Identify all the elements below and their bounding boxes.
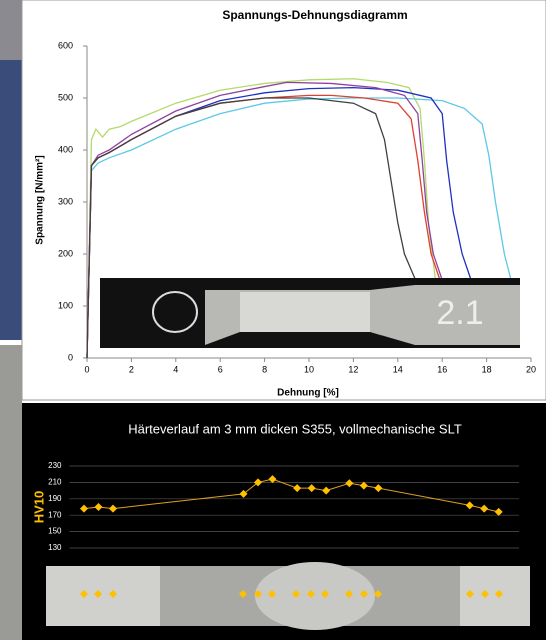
x-tick-label: 0 <box>84 364 89 374</box>
y-tick-label: 200 <box>58 248 73 258</box>
chart-title: Spannungs-Dehnungsdiagramm <box>222 8 407 22</box>
y-tick-label: 230 <box>48 461 62 470</box>
x-tick-label: 6 <box>218 364 223 374</box>
y-axis-label: HV10 <box>31 491 46 524</box>
y-axis-label: Spannung [N/mm²] <box>35 155 46 244</box>
specimen-photo: 2.1 <box>100 278 520 348</box>
page: Spannungs-Dehnungsdiagramm Spannung [N/mm… <box>0 0 546 640</box>
y-tick-label: 210 <box>48 478 62 487</box>
y-tick-label: 190 <box>48 494 62 503</box>
x-tick-label: 16 <box>437 364 447 374</box>
x-tick-label: 20 <box>526 364 536 374</box>
y-tick-label: 400 <box>58 144 73 154</box>
y-tick-label: 600 <box>58 40 73 50</box>
x-tick-label: 10 <box>304 364 314 374</box>
y-tick-label: 0 <box>68 352 73 362</box>
y-tick-label: 500 <box>58 92 73 102</box>
y-tick-label: 100 <box>58 300 73 310</box>
specimen-photo <box>46 562 530 630</box>
x-tick-label: 4 <box>173 364 178 374</box>
y-tick-label: 150 <box>48 527 62 536</box>
x-tick-label: 14 <box>393 364 403 374</box>
x-tick-label: 12 <box>348 364 358 374</box>
x-tick-label: 18 <box>482 364 492 374</box>
y-tick-label: 130 <box>48 543 62 552</box>
chart-title: Härteverlauf am 3 mm dicken S355, vollme… <box>128 421 462 436</box>
y-tick-label: 300 <box>58 196 73 206</box>
x-tick-label: 8 <box>262 364 267 374</box>
svg-text:2.1: 2.1 <box>436 294 483 332</box>
y-tick-label: 170 <box>48 510 62 519</box>
x-axis-label: Dehnung [%] <box>277 388 339 399</box>
side-photo <box>0 0 22 60</box>
side-photo <box>0 345 22 640</box>
x-tick-label: 2 <box>129 364 134 374</box>
